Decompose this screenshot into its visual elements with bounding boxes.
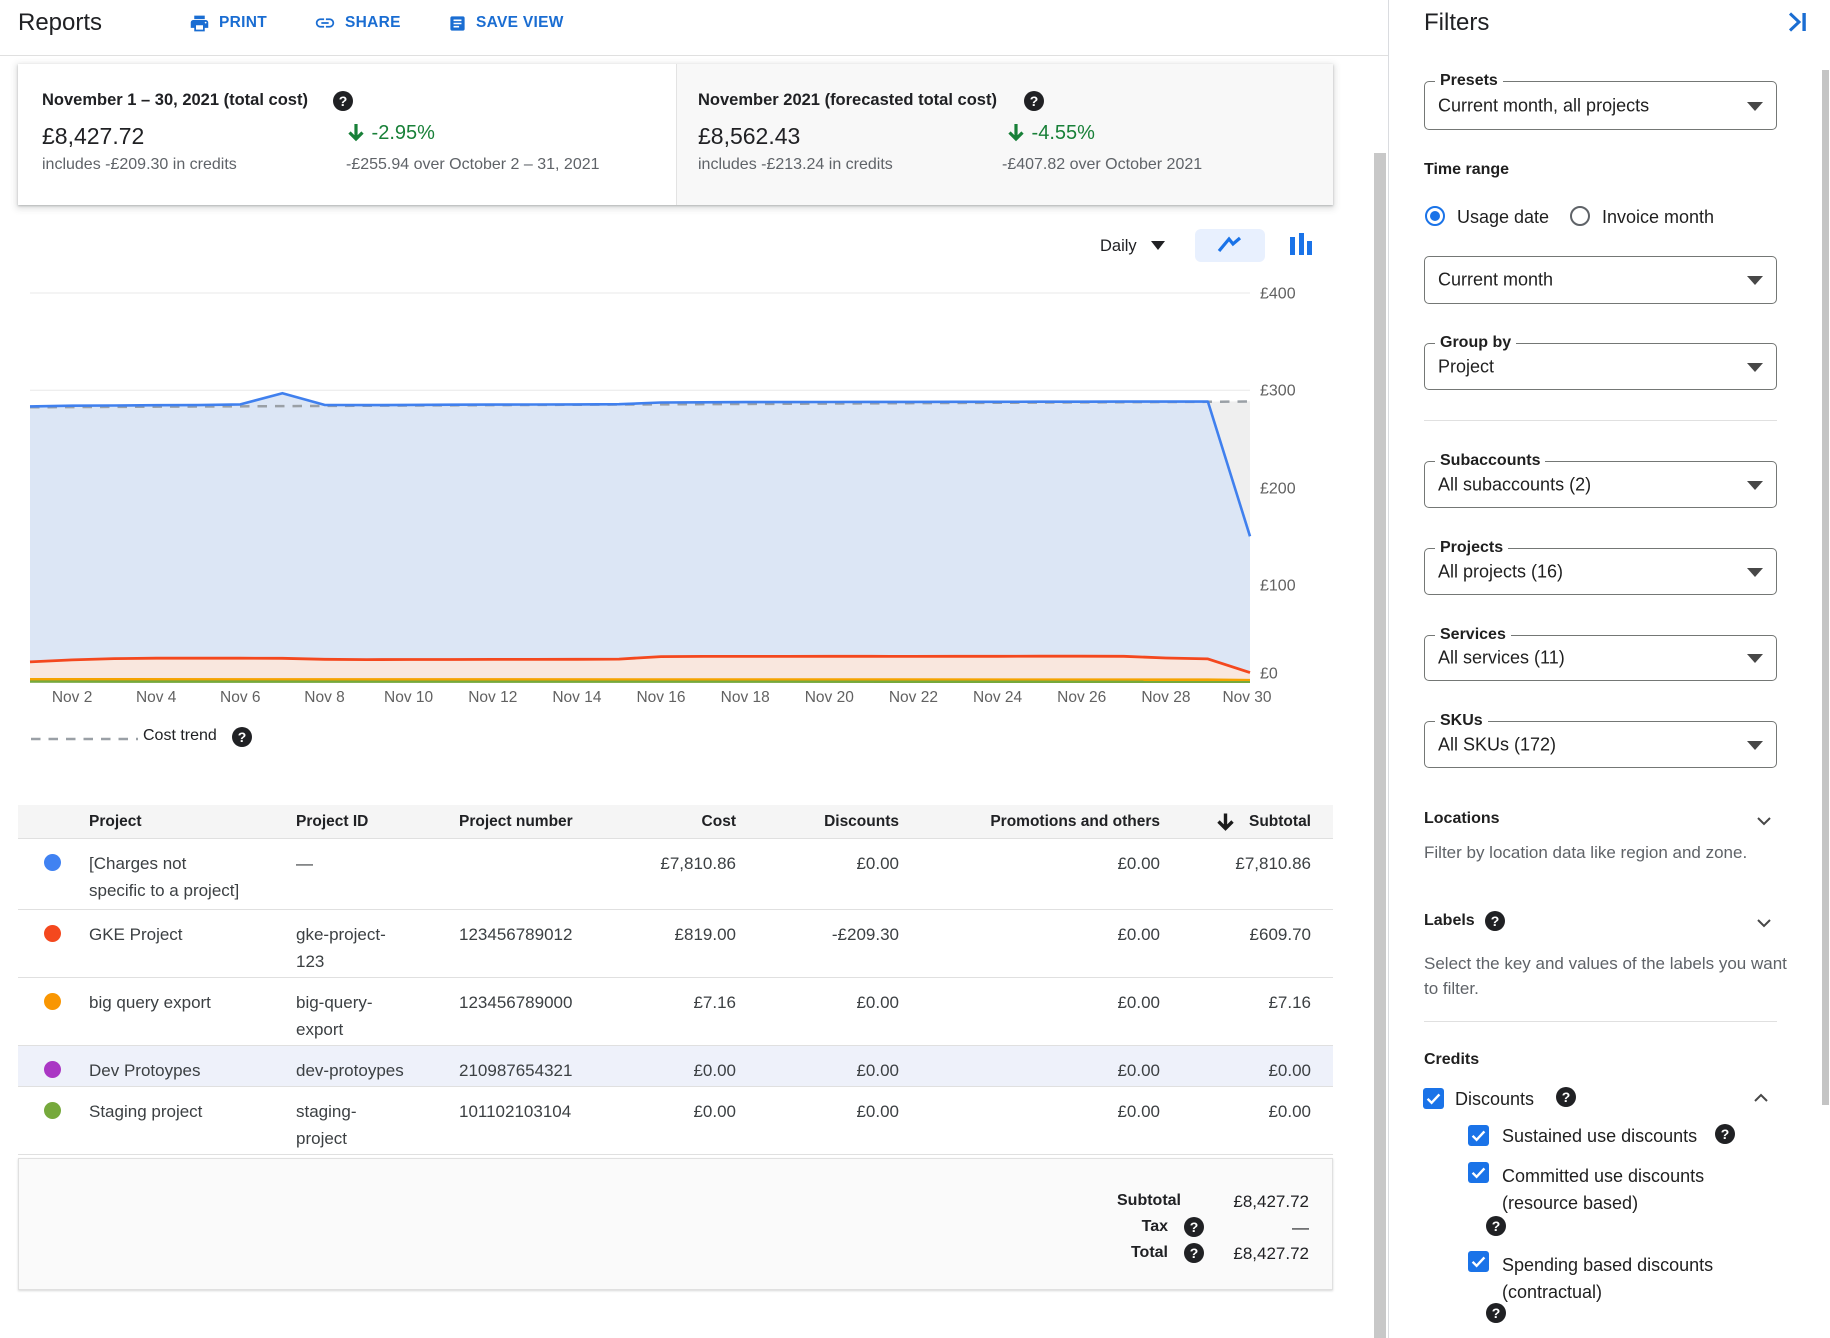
svg-text:£300: £300 xyxy=(1260,383,1296,400)
svg-text:Nov 26: Nov 26 xyxy=(1057,689,1106,706)
svg-text:Nov 28: Nov 28 xyxy=(1141,689,1190,706)
svg-text:Nov 2: Nov 2 xyxy=(52,689,93,706)
svg-text:Nov 4: Nov 4 xyxy=(136,689,177,706)
svg-text:Nov 18: Nov 18 xyxy=(721,689,770,706)
svg-text:£100: £100 xyxy=(1260,578,1296,595)
svg-text:Nov 6: Nov 6 xyxy=(220,689,261,706)
svg-text:£200: £200 xyxy=(1260,481,1296,498)
svg-text:Nov 12: Nov 12 xyxy=(468,689,517,706)
svg-text:Nov 14: Nov 14 xyxy=(552,689,601,706)
svg-text:Nov 10: Nov 10 xyxy=(384,689,433,706)
svg-text:Nov 22: Nov 22 xyxy=(889,689,938,706)
svg-text:Nov 8: Nov 8 xyxy=(304,689,345,706)
svg-text:£400: £400 xyxy=(1260,286,1296,303)
svg-text:Nov 16: Nov 16 xyxy=(636,689,685,706)
svg-text:Nov 20: Nov 20 xyxy=(805,689,854,706)
svg-text:Nov 24: Nov 24 xyxy=(973,689,1022,706)
svg-text:£0: £0 xyxy=(1260,666,1278,683)
svg-text:Nov 30: Nov 30 xyxy=(1222,689,1271,706)
